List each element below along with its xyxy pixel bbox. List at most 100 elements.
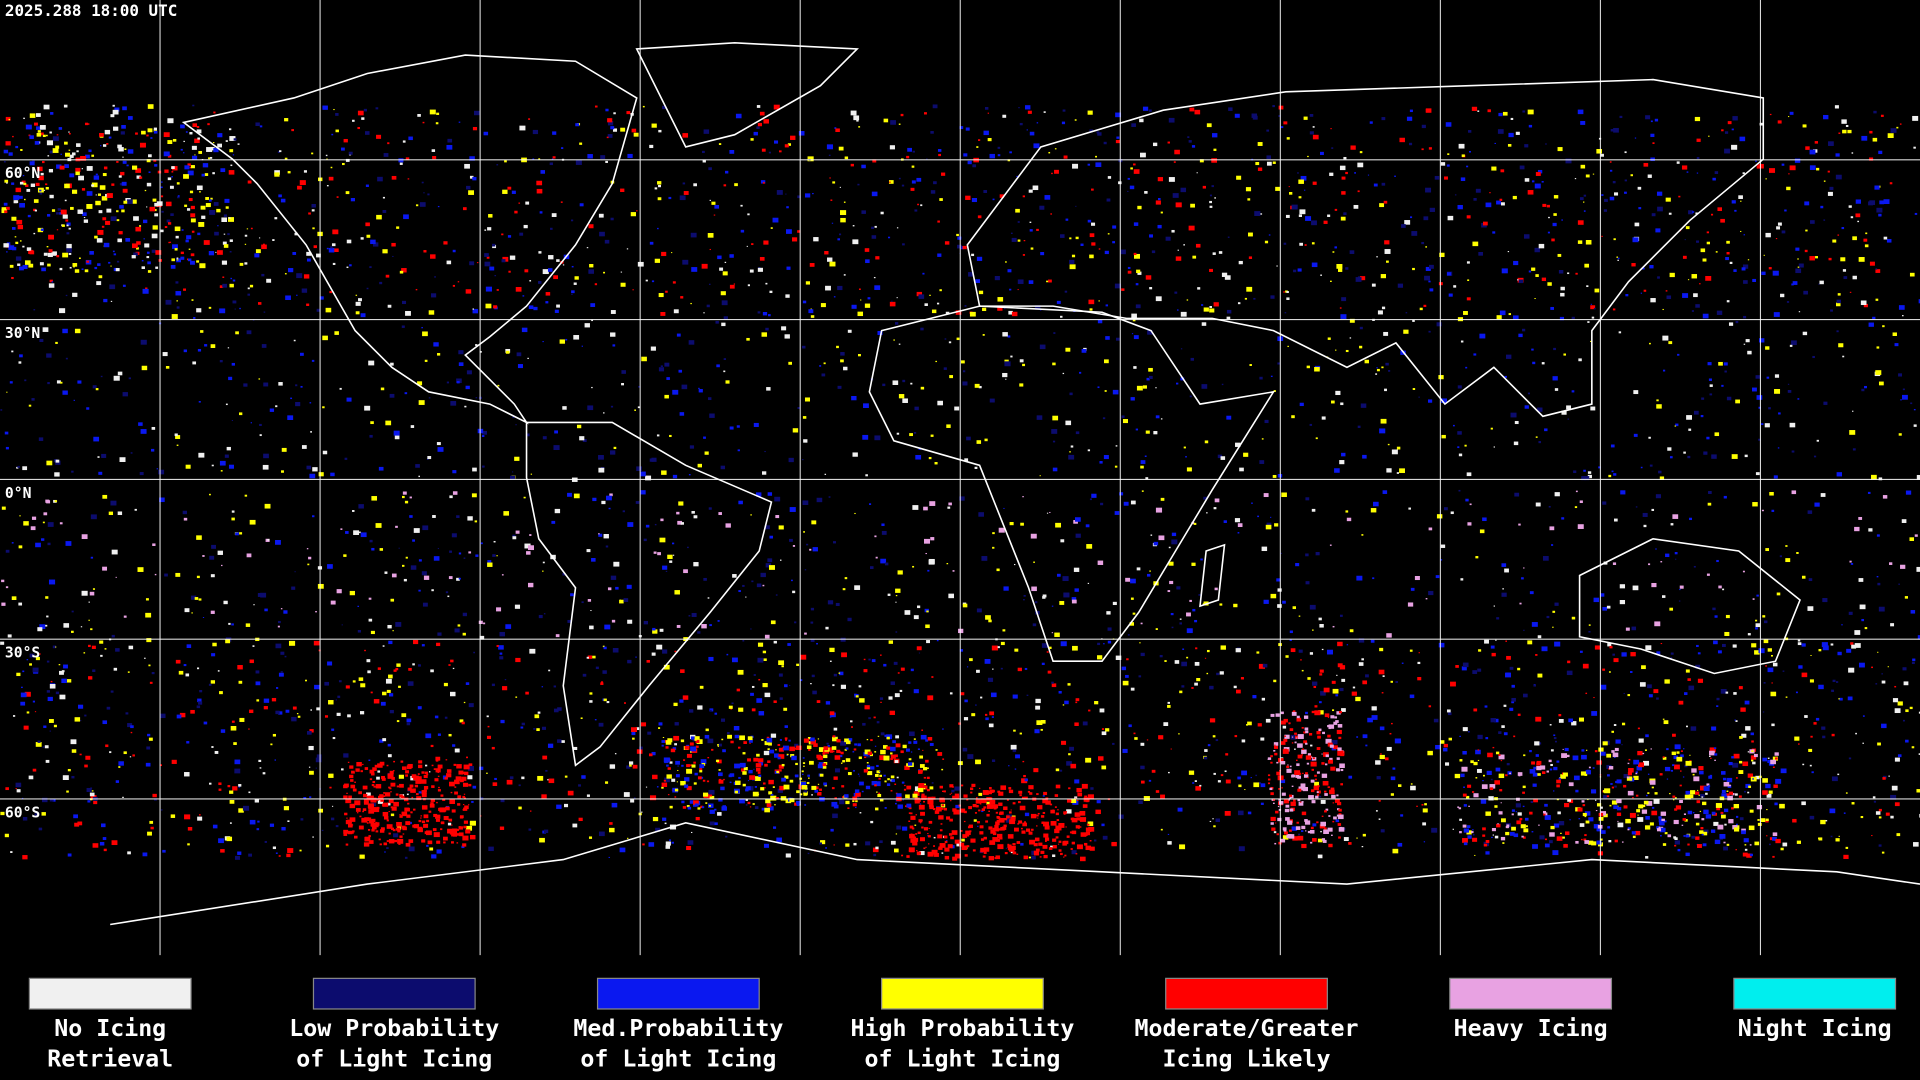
icing-pixel [768, 314, 771, 317]
icing-pixel [1235, 648, 1241, 653]
icing-pixel [944, 847, 950, 852]
icing-pixel [1584, 263, 1590, 268]
icing-pixel [1040, 815, 1045, 818]
icing-pixel [306, 548, 309, 550]
icing-pixel [643, 620, 648, 625]
icing-pixel [1889, 562, 1893, 565]
icing-pixel [1467, 279, 1470, 282]
icing-pixel [859, 698, 865, 703]
icing-pixel [500, 798, 505, 803]
icing-pixel [1500, 202, 1505, 206]
icing-pixel [1662, 595, 1666, 598]
icing-pixel [86, 204, 93, 209]
icing-pixel [908, 820, 911, 822]
icing-pixel [916, 291, 923, 297]
icing-pixel [725, 523, 731, 528]
icing-pixel [1872, 316, 1876, 320]
icing-pixel [464, 805, 469, 810]
icing-pixel [1072, 163, 1079, 169]
icing-pixel [721, 300, 728, 306]
icing-pixel [1246, 286, 1253, 292]
icing-pixel [257, 820, 260, 823]
icing-pixel [1384, 388, 1387, 392]
icing-pixel [301, 445, 307, 449]
icing-pixel [873, 276, 876, 279]
icing-pixel [1101, 823, 1105, 827]
icing-pixel [949, 818, 953, 822]
icing-pixel [443, 682, 448, 687]
icing-pixel [409, 496, 412, 499]
icing-pixel [153, 209, 157, 212]
icing-pixel [1165, 236, 1171, 241]
icing-pixel [318, 472, 324, 477]
icing-pixel [127, 723, 133, 728]
icing-pixel [588, 836, 593, 839]
icing-pixel [862, 434, 869, 440]
icing-pixel [300, 818, 304, 821]
icing-pixel [528, 582, 534, 588]
icing-pixel [1331, 680, 1336, 684]
icing-pixel [1917, 635, 1920, 640]
icing-pixel [1752, 387, 1757, 392]
icing-pixel [231, 510, 235, 513]
icing-pixel [275, 852, 278, 854]
icing-pixel [11, 596, 17, 600]
icing-pixel [911, 165, 915, 168]
icing-pixel [913, 689, 919, 694]
icing-pixel [1397, 283, 1404, 288]
icing-pixel [1251, 502, 1253, 504]
icing-pixel [1104, 390, 1107, 392]
icing-pixel [1189, 395, 1192, 398]
icing-pixel [1645, 645, 1652, 651]
icing-pixel [1114, 283, 1121, 289]
icing-pixel [405, 821, 411, 826]
icing-pixel [1131, 313, 1137, 319]
icing-pixel [1008, 787, 1011, 790]
icing-pixel [1257, 167, 1263, 171]
icing-pixel [1549, 724, 1552, 726]
icing-pixel [997, 816, 1001, 820]
icing-pixel [847, 807, 850, 810]
icing-pixel [15, 256, 22, 261]
icing-pixel [1712, 607, 1716, 611]
icing-pixel [1323, 220, 1328, 224]
icing-pixel [816, 642, 818, 645]
icing-pixel [32, 700, 36, 703]
icing-pixel [643, 538, 647, 542]
icing-pixel [338, 680, 342, 683]
icing-pixel [1175, 256, 1182, 261]
icing-pixel [1160, 828, 1163, 831]
icing-pixel [452, 667, 455, 670]
icing-pixel [418, 475, 420, 478]
icing-pixel [1286, 137, 1290, 140]
icing-pixel [1036, 814, 1039, 817]
icing-pixel [1233, 685, 1237, 689]
icing-pixel [1517, 713, 1521, 716]
icing-pixel [26, 659, 29, 661]
icing-pixel [377, 810, 380, 812]
icing-pixel [1252, 695, 1257, 699]
icing-pixel [1298, 214, 1302, 217]
icing-pixel [1780, 293, 1785, 298]
icing-pixel [1756, 594, 1759, 597]
icing-pixel [1603, 795, 1608, 799]
icing-pixel [1632, 585, 1639, 591]
icing-pixel [970, 838, 976, 843]
icing-pixel [176, 444, 179, 446]
icing-pixel [1031, 828, 1034, 831]
icing-pixel [1174, 660, 1180, 664]
icing-pixel [889, 710, 895, 715]
icing-pixel [723, 316, 728, 320]
icing-pixel [556, 804, 562, 809]
icing-pixel [278, 382, 283, 386]
icing-pixel [1836, 472, 1842, 477]
icing-pixel [709, 248, 711, 251]
icing-pixel [1106, 611, 1111, 615]
icing-pixel [1726, 396, 1732, 401]
icing-pixel [1462, 727, 1468, 732]
icing-pixel [1127, 190, 1129, 192]
icing-pixel [1467, 522, 1472, 526]
icing-pixel [1769, 492, 1774, 496]
icing-pixel [1878, 213, 1882, 217]
icing-pixel [970, 787, 974, 791]
